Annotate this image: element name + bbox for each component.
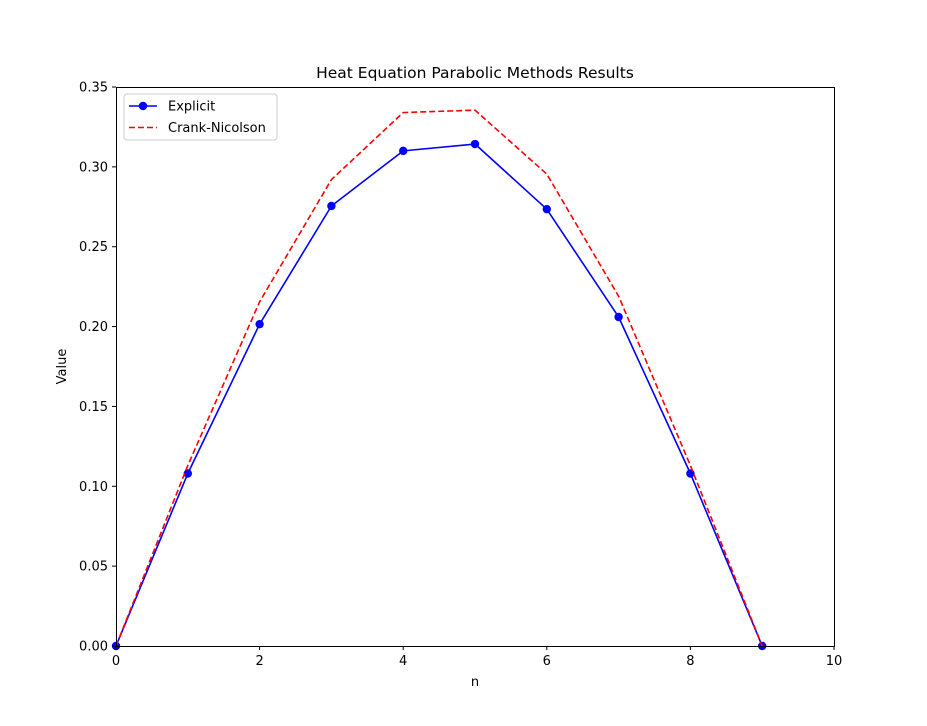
explicit-data-point bbox=[327, 201, 336, 211]
y-tick-label: 0.10 bbox=[79, 480, 108, 495]
x-tick-label: 8 bbox=[686, 654, 694, 669]
explicit-data-point bbox=[686, 469, 695, 478]
chart-title: Heat Equation Parabolic Methods Results bbox=[316, 64, 634, 82]
y-tick-label: 0.15 bbox=[79, 400, 108, 415]
x-tick-label: 10 bbox=[826, 654, 843, 669]
explicit-data-point bbox=[470, 139, 480, 149]
legend-entry-label: Crank-Nicolson bbox=[168, 121, 266, 136]
y-tick-label: 0.35 bbox=[79, 81, 108, 96]
explicit-data-point bbox=[399, 146, 408, 156]
explicit-data-point bbox=[183, 469, 192, 478]
series-layer bbox=[111, 109, 767, 651]
plot-frame bbox=[116, 87, 835, 647]
series-line-crank-nicolson bbox=[115, 109, 763, 647]
explicit-data-point bbox=[255, 319, 264, 329]
x-axis-ticks: 0 2 4 6 8 10 bbox=[112, 646, 842, 669]
legend: Explicit Crank-Nicolson bbox=[123, 93, 278, 141]
y-axis-ticks: 0.00 0.05 0.10 0.15 0.20 0.25 0.30 0.35 bbox=[79, 81, 116, 655]
legend-swatch-marker bbox=[138, 101, 148, 111]
y-tick-label: 0.30 bbox=[79, 160, 108, 175]
explicit-data-point bbox=[614, 312, 623, 322]
explicit-data-point bbox=[542, 204, 551, 214]
y-axis-label: Value bbox=[55, 349, 70, 385]
x-axis-label: n bbox=[471, 675, 479, 690]
y-tick-label: 0.20 bbox=[79, 320, 108, 335]
y-tick-label: 0.05 bbox=[79, 560, 108, 575]
x-tick-label: 6 bbox=[543, 654, 551, 669]
x-tick-label: 4 bbox=[399, 654, 407, 669]
x-tick-label: 2 bbox=[255, 654, 263, 669]
y-tick-label: 0.25 bbox=[79, 240, 108, 255]
x-tick-label: 0 bbox=[112, 654, 120, 669]
series-line-explicit bbox=[115, 143, 763, 647]
legend-box bbox=[123, 93, 278, 141]
plot-area bbox=[116, 87, 834, 646]
legend-entry-label: Explicit bbox=[168, 100, 215, 115]
y-tick-label: 0.00 bbox=[79, 640, 108, 655]
